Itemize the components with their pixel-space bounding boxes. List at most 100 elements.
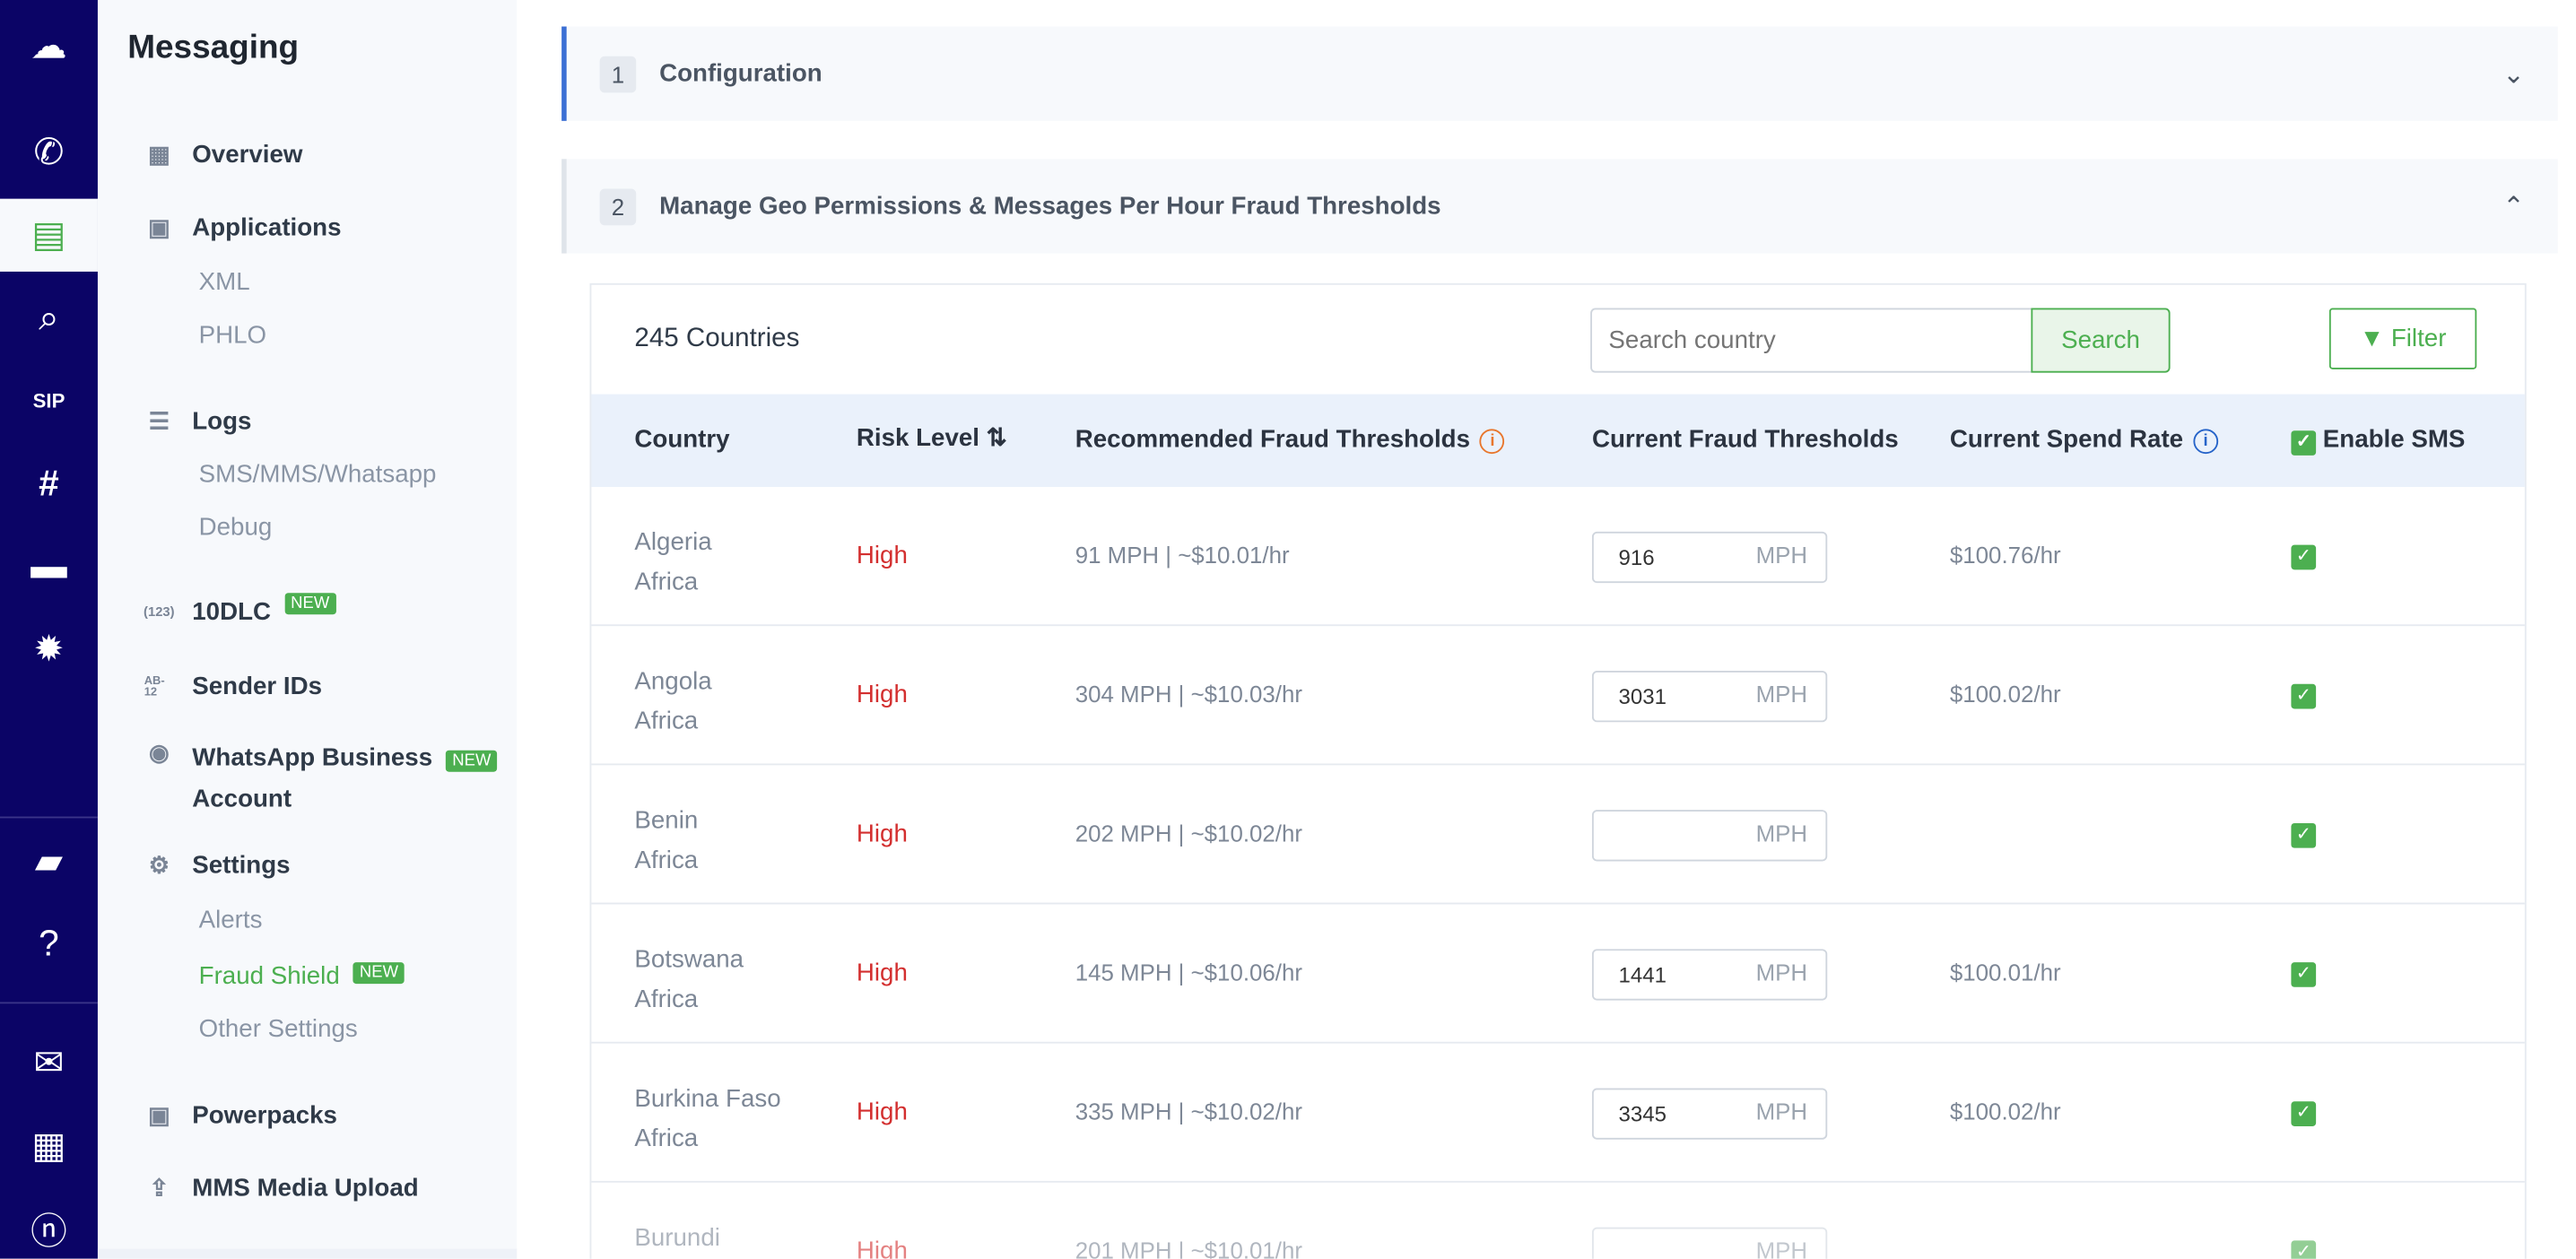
sidebar-item-phlo[interactable]: PHLO <box>198 321 267 350</box>
info-icon[interactable]: i <box>1480 429 1505 455</box>
header-current-thresholds: Current Fraud Thresholds <box>1591 425 1899 455</box>
section-geo-permissions[interactable]: 2 Manage Geo Permissions & Messages Per … <box>561 159 2558 254</box>
threshold-input[interactable] <box>1614 951 1738 999</box>
select-all-checkbox[interactable]: ✓ <box>2291 430 2317 456</box>
unit-label: MPH <box>1755 681 1808 708</box>
verify-icon[interactable]: ✹ <box>33 628 65 670</box>
chevron-up-icon[interactable]: ⌃ <box>2502 193 2525 221</box>
label: Overview <box>192 140 303 169</box>
threshold-input[interactable] <box>1614 533 1738 582</box>
threshold-field: MPH <box>1591 810 1828 862</box>
messaging-icon[interactable]: ▤ <box>0 198 98 272</box>
dashboard-icon: ▦ <box>148 140 170 168</box>
sidebar-item-sender-ids[interactable]: AB-12 Sender IDs <box>144 673 322 700</box>
enable-sms-checkbox[interactable]: ✓ <box>2291 1101 2317 1126</box>
recommended-threshold: 201 MPH | ~$10.01/hr <box>1075 1237 1302 1259</box>
threshold-input[interactable] <box>1614 812 1738 860</box>
help-icon[interactable]: ? <box>39 922 59 964</box>
table-row: Benin Africa High 202 MPH | ~$10.02/hr MP… <box>591 765 2525 905</box>
risk-level: High <box>856 959 908 987</box>
sidebar-item-applications[interactable]: ▣ Applications <box>144 213 342 242</box>
apps-icon[interactable]: ▦ <box>31 1124 66 1167</box>
section-number: 1 <box>599 55 637 92</box>
recommended-threshold: 202 MPH | ~$10.02/hr <box>1075 820 1302 847</box>
billing-icon[interactable]: ✉ <box>33 1041 65 1083</box>
enable-sms-checkbox[interactable]: ✓ <box>2291 1240 2317 1259</box>
threshold-input[interactable] <box>1614 1090 1738 1138</box>
search-input[interactable] <box>1591 309 2033 371</box>
info-icon[interactable]: i <box>2193 429 2218 455</box>
new-badge: NEW <box>352 962 405 985</box>
unit-label: MPH <box>1755 541 1808 569</box>
sidebar-item-overview[interactable]: ▦ Overview <box>144 140 303 169</box>
sip-icon[interactable]: SIP <box>32 389 65 412</box>
sidebar-item-settings[interactable]: ⚙ Settings <box>144 851 291 879</box>
sidebar-item-debug[interactable]: Debug <box>198 513 273 542</box>
main-content: 1 Configuration ⌄ 2 Manage Geo Permissio… <box>517 0 2576 1259</box>
section-title: Manage Geo Permissions & Messages Per Ho… <box>659 192 1441 221</box>
threshold-field: MPH <box>1591 949 1828 1001</box>
sidebar-item-whatsapp[interactable]: ◉ WhatsApp Business NEW Account <box>144 738 498 819</box>
filter-button[interactable]: ▼ Filter <box>2328 308 2477 369</box>
enable-sms-checkbox[interactable]: ✓ <box>2291 683 2317 709</box>
sidebar-item-10dlc[interactable]: (123) 10DLC NEW <box>144 593 336 627</box>
header-country: Country <box>634 425 730 455</box>
search-button[interactable]: Search <box>2031 308 2171 373</box>
enable-sms-checkbox[interactable]: ✓ <box>2291 962 2317 987</box>
number-lookup-icon[interactable]: ⌕ <box>39 296 59 338</box>
recommended-threshold: 145 MPH | ~$10.06/hr <box>1075 959 1302 985</box>
threshold-field: MPH <box>1591 531 1828 584</box>
sidebar-item-logs[interactable]: ☰ Logs <box>144 407 252 435</box>
sidebar: Messaging ▦ Overview ▣ Applications XML PH… <box>97 0 518 1259</box>
header-spend-rate: Current Spend Rate i <box>1950 426 2218 455</box>
country-region: Africa <box>634 568 699 596</box>
sidebar-item-fraud-shield[interactable]: Fraud Shield NEW <box>199 962 405 991</box>
label: Logs <box>192 407 252 436</box>
phlo-icon[interactable]: ▬ <box>30 544 67 586</box>
spend-rate: $100.02/hr <box>1949 681 2061 708</box>
chevron-down-icon[interactable]: ⌄ <box>2502 60 2525 89</box>
country-name: Burundi <box>634 1223 720 1253</box>
threshold-input[interactable] <box>1614 1229 1738 1259</box>
sidebar-item-alerts[interactable]: Alerts <box>198 906 263 934</box>
enable-sms-checkbox[interactable]: ✓ <box>2291 544 2317 570</box>
enable-sms-checkbox[interactable]: ✓ <box>2291 822 2317 848</box>
voice-icon[interactable]: ✆ <box>33 130 65 173</box>
numbers-icon[interactable]: # <box>39 462 59 504</box>
account-icon[interactable]: ⓝ <box>30 1211 67 1253</box>
sidebar-item-other-settings[interactable]: Other Settings <box>198 1015 358 1044</box>
sidebar-footer <box>97 1248 518 1259</box>
header-risk-level[interactable]: Risk Level ⇅ <box>857 422 1007 452</box>
unit-label: MPH <box>1755 820 1808 847</box>
table-header: Country Risk Level ⇅ Recommended Fraud T… <box>591 394 2525 488</box>
country-name: Angola <box>634 667 712 696</box>
list-icon: ☰ <box>148 407 170 434</box>
label: 10DLC <box>192 597 272 627</box>
sidebar-item-xml[interactable]: XML <box>198 268 250 297</box>
countries-table-card: 245 Countries Search ▼ Filter Country Ri… <box>589 282 2527 1259</box>
section-configuration[interactable]: 1 Configuration ⌄ <box>561 26 2558 121</box>
sidebar-item-sms-logs[interactable]: SMS/MMS/Whatsapp <box>198 460 437 489</box>
risk-level: High <box>856 681 908 709</box>
country-name: Benin <box>634 806 699 835</box>
table-row: Burkina Faso Africa High 335 MPH | ~$10.0… <box>591 1044 2525 1183</box>
country-cell: Botswana Africa <box>634 941 744 1020</box>
country-count: 245 Countries <box>634 325 800 353</box>
sidebar-item-powerpacks[interactable]: ▣ Powerpacks <box>144 1101 337 1129</box>
label: Applications <box>192 213 342 242</box>
cloud-logo-icon[interactable]: ☁ <box>30 24 67 66</box>
sidebar-item-mms-upload[interactable]: ⇪ MMS Media Upload <box>144 1175 418 1203</box>
threshold-input[interactable] <box>1614 672 1738 721</box>
country-region: Africa <box>634 846 699 875</box>
country-region: Africa <box>634 985 699 1014</box>
header-recommended: Recommended Fraud Thresholds i <box>1075 426 1505 455</box>
section-title: Configuration <box>659 59 822 88</box>
sidebar-title: Messaging <box>127 30 300 66</box>
search-group: Search <box>1590 308 2171 373</box>
label: Settings <box>192 851 291 880</box>
label-line: Account <box>192 785 292 813</box>
label: Risk Level <box>856 423 979 453</box>
header-enable-sms[interactable]: ✓ Enable SMS <box>2291 426 2465 456</box>
docs-icon[interactable]: ▰ <box>34 839 64 881</box>
sort-icon[interactable]: ⇅ <box>986 423 1007 453</box>
